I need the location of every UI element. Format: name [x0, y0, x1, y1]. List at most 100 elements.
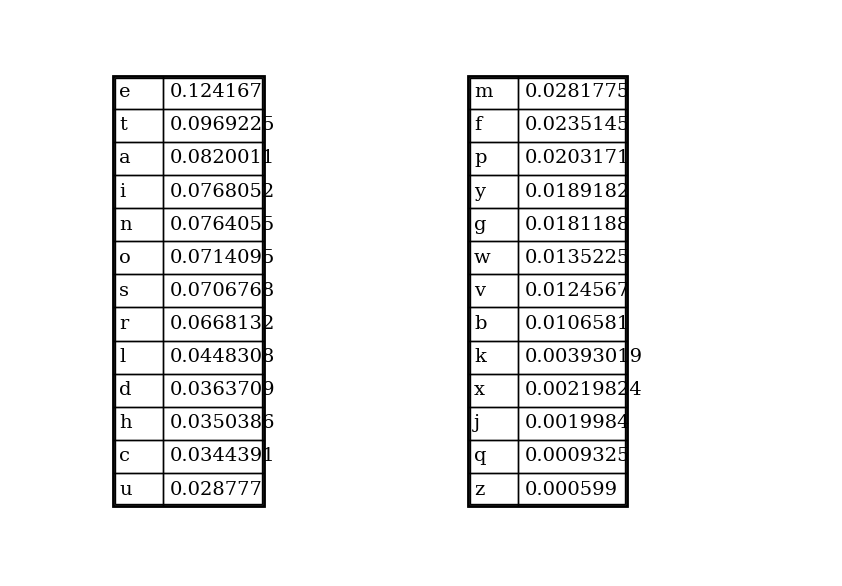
Bar	[468, 340, 519, 374]
Text: 0.0668132: 0.0668132	[169, 315, 275, 333]
Text: 0.0448308: 0.0448308	[169, 348, 275, 366]
Text: 0.0344391: 0.0344391	[169, 448, 275, 465]
Bar	[519, 175, 626, 208]
Bar	[468, 76, 519, 109]
Bar	[163, 440, 264, 473]
Bar	[519, 241, 626, 274]
Bar	[519, 208, 626, 241]
Text: 0.0181188: 0.0181188	[525, 216, 630, 234]
Bar	[113, 109, 163, 142]
Text: p: p	[474, 149, 487, 168]
Text: w: w	[474, 249, 491, 267]
Bar	[468, 208, 519, 241]
Text: a: a	[120, 149, 131, 168]
Bar	[163, 407, 264, 440]
Bar	[519, 340, 626, 374]
Bar	[519, 407, 626, 440]
Text: k: k	[474, 348, 486, 366]
Text: l: l	[120, 348, 125, 366]
Bar	[113, 440, 163, 473]
Text: 0.0706768: 0.0706768	[169, 282, 274, 300]
Bar	[113, 473, 163, 506]
Text: 0.0969225: 0.0969225	[169, 117, 275, 134]
Text: 0.0363709: 0.0363709	[169, 381, 275, 399]
Text: 0.0714095: 0.0714095	[169, 249, 275, 267]
Text: e: e	[120, 83, 131, 101]
Bar	[163, 208, 264, 241]
Bar	[519, 374, 626, 407]
Bar	[468, 109, 519, 142]
Bar	[113, 274, 163, 308]
Bar	[519, 274, 626, 308]
Bar	[113, 241, 163, 274]
Bar	[519, 76, 626, 109]
Text: u: u	[120, 481, 132, 499]
Bar	[113, 142, 163, 175]
Text: s: s	[120, 282, 129, 300]
Text: 0.0124567: 0.0124567	[525, 282, 630, 300]
Text: 0.0764055: 0.0764055	[169, 216, 274, 234]
Bar	[519, 109, 626, 142]
Bar	[519, 308, 626, 340]
Text: q: q	[474, 448, 487, 465]
Bar	[519, 142, 626, 175]
Text: h: h	[120, 414, 132, 432]
Text: 0.0009325: 0.0009325	[525, 448, 630, 465]
Text: 0.0281775: 0.0281775	[525, 83, 630, 101]
Text: 0.000599: 0.000599	[525, 481, 618, 499]
Text: 0.0350386: 0.0350386	[169, 414, 275, 432]
Bar	[113, 175, 163, 208]
Text: z: z	[474, 481, 484, 499]
Bar	[163, 76, 264, 109]
Bar	[163, 109, 264, 142]
Text: 0.00393019: 0.00393019	[525, 348, 642, 366]
Bar	[468, 274, 519, 308]
Bar	[468, 175, 519, 208]
Bar	[163, 340, 264, 374]
Bar	[113, 76, 264, 506]
Bar	[468, 407, 519, 440]
Text: 0.0106581: 0.0106581	[525, 315, 630, 333]
Bar	[113, 208, 163, 241]
Text: 0.0235145: 0.0235145	[525, 117, 630, 134]
Bar	[163, 142, 264, 175]
Bar	[163, 473, 264, 506]
Text: j: j	[474, 414, 480, 432]
Text: o: o	[120, 249, 131, 267]
Text: i: i	[120, 183, 125, 200]
Bar	[519, 440, 626, 473]
Bar	[163, 274, 264, 308]
Text: c: c	[120, 448, 131, 465]
Bar	[468, 473, 519, 506]
Bar	[468, 142, 519, 175]
Text: 0.124167: 0.124167	[169, 83, 263, 101]
Text: 0.0203171: 0.0203171	[525, 149, 630, 168]
Text: 0.028777: 0.028777	[169, 481, 263, 499]
Bar	[471, 78, 625, 504]
Text: 0.0135225: 0.0135225	[525, 249, 630, 267]
Bar	[163, 241, 264, 274]
Text: d: d	[120, 381, 131, 399]
Bar	[113, 308, 163, 340]
Text: v: v	[474, 282, 485, 300]
Bar	[113, 340, 163, 374]
Text: 0.0768052: 0.0768052	[169, 183, 274, 200]
Text: 0.0820011: 0.0820011	[169, 149, 274, 168]
Bar	[468, 308, 519, 340]
Text: n: n	[120, 216, 132, 234]
Bar	[163, 308, 264, 340]
Bar	[468, 76, 626, 506]
Text: 0.00219824: 0.00219824	[525, 381, 642, 399]
Text: 0.0189182: 0.0189182	[525, 183, 630, 200]
Bar	[468, 440, 519, 473]
Bar	[113, 407, 163, 440]
Bar	[468, 374, 519, 407]
Text: g: g	[474, 216, 487, 234]
Text: b: b	[474, 315, 487, 333]
Bar	[163, 374, 264, 407]
Text: 0.0019984: 0.0019984	[525, 414, 630, 432]
Text: f: f	[474, 117, 482, 134]
Text: t: t	[120, 117, 127, 134]
Bar	[115, 78, 262, 504]
Bar	[113, 76, 163, 109]
